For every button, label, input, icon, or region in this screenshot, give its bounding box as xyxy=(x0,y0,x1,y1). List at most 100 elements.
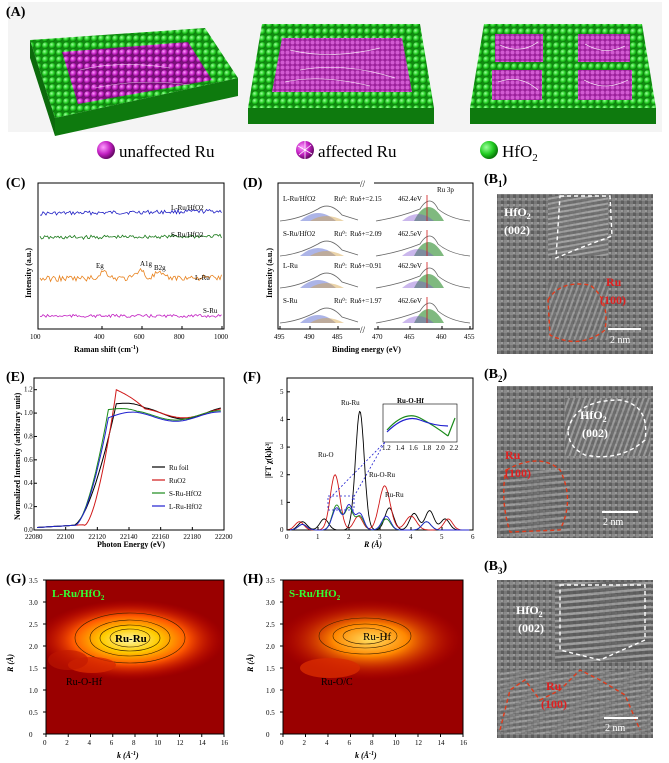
panel-b3-sub: 3 xyxy=(498,566,503,576)
panel-c-frame xyxy=(37,182,225,330)
h-ytick-label: 1.5 xyxy=(266,665,275,673)
raman-tick-label: 600 xyxy=(134,333,145,341)
svg-text:k (Å-1): k (Å-1) xyxy=(355,751,377,760)
xanes-xtick-label: 22160 xyxy=(152,533,170,541)
xanes-series-3 xyxy=(37,411,221,528)
svg-text:(B2): (B2) xyxy=(484,367,508,384)
xps-ru-delta-peak xyxy=(310,216,344,221)
xps-ru3p-peak xyxy=(414,309,444,323)
panel-h-ylabel: R (Å) xyxy=(246,654,255,673)
legend-affected-ru: affected Ru xyxy=(318,142,397,161)
raman-tick-label: 100 xyxy=(30,333,41,341)
ft-inset-tick-label: 2.0 xyxy=(436,444,445,452)
raman-series-label: L-Ru/HfO2 xyxy=(171,204,204,212)
xps-tick-label: 490 xyxy=(304,333,315,341)
tem-b1-ru: Ru xyxy=(606,275,622,289)
xps-tick-label: 470 xyxy=(372,333,383,341)
panel-g-xlabel-sup: -1 xyxy=(131,751,136,757)
h-ytick-label: 1.0 xyxy=(266,687,275,695)
raman-series-3 xyxy=(39,313,222,319)
svg-text:(B3): (B3) xyxy=(484,559,508,576)
panel-c-plot: L-Ru/HfO2 S-Ru/HfO2 L-Ru S-Ru Eg A1g B2g 100 4… xyxy=(24,182,229,354)
xanes-ytick-label: 0.0 xyxy=(24,526,33,534)
panel-e-xlabel: Photon Energy (eV) xyxy=(97,540,165,549)
ft-series-3 xyxy=(287,503,470,531)
panel-g-title-sub: 2 xyxy=(101,594,105,602)
panel-f-frame xyxy=(286,377,474,531)
xps-row-name: L-Ru xyxy=(283,262,298,270)
xps-ev-label: 462.4eV xyxy=(398,195,422,203)
svg-text:S-Ru/HfO2: S-Ru/HfO2 xyxy=(289,588,341,602)
panel-d-label: (D) xyxy=(243,176,263,191)
xanes-ytick-label: 1.2 xyxy=(24,386,33,394)
ft-annotation: Ru-O-Ru xyxy=(369,471,396,479)
xps-ru0-peak xyxy=(300,315,336,323)
g-ytick-label: 2.0 xyxy=(29,643,38,651)
xps-ru3p-peak xyxy=(414,242,444,256)
panel-c-peak-labels: Eg A1g B2g xyxy=(96,260,166,272)
ft-series-0 xyxy=(287,410,470,531)
xps-envelope-right xyxy=(375,267,471,289)
h-xtick-label: 14 xyxy=(438,739,446,747)
xps-satellite-peak xyxy=(402,214,434,221)
raman-tick-label: 400 xyxy=(94,333,105,341)
panel-d-frame xyxy=(277,182,474,330)
panel-e-ylabel: Normalized Intensity (arbitrary unit) xyxy=(13,392,22,520)
xps-satellite-peak xyxy=(402,249,434,256)
tem-b3-scale: 2 nm xyxy=(605,723,626,734)
panel-h-plot: S-Ru/HfO2 Ru-Hf Ru-O/C 0 2 4 6 8 10 12 14 16 00.… xyxy=(246,577,468,760)
raman-tick-label: 800 xyxy=(174,333,185,341)
g-xtick-label: 6 xyxy=(110,739,114,747)
raman-peak-label: B2g xyxy=(154,264,166,272)
panel-g-label-ru-ru: Ru-Ru xyxy=(115,633,147,645)
raman-peak-label: A1g xyxy=(140,260,153,268)
tem-b2-plane1: (002) xyxy=(582,426,608,440)
panel-d-title-right: Ru 3p xyxy=(437,186,454,194)
xps-ev-label: 462.5eV xyxy=(398,230,422,238)
panel-c-ylabel: Intensity (a.u.) xyxy=(24,248,33,298)
h-xtick-label: 8 xyxy=(370,739,374,747)
h-ytick-label: 2.0 xyxy=(266,643,275,651)
xanes-ytick-label: 0.4 xyxy=(24,479,33,487)
raman-series-label: S-Ru xyxy=(203,307,218,315)
panel-b3-label: (B xyxy=(484,559,498,574)
xanes-legend-label: S-Ru-HfO2 xyxy=(169,490,202,498)
tem-b1-hfo2-sub: 2 xyxy=(527,212,531,221)
raman-series-label: L-Ru xyxy=(195,274,210,282)
ft-xtick-label: 5 xyxy=(440,533,444,541)
panel-d-plot: // // L-Ru/HfO2 Ru⁰: Ruδ+=2.15 462.4eVS-Ru/… xyxy=(265,179,475,354)
ft-ytick-label: 4 xyxy=(280,415,284,423)
ft-ytick-label: 3 xyxy=(280,443,284,451)
panel-h-xlabel-sup: -1 xyxy=(369,751,374,757)
h-xtick-label: 6 xyxy=(348,739,352,747)
panel-d-break-gap xyxy=(360,181,374,333)
xps-envelope-right xyxy=(375,302,471,324)
tem-b1-scale: 2 nm xyxy=(610,335,631,346)
xps-ru-delta-peak xyxy=(310,318,344,323)
xanes-ytick-label: 0.2 xyxy=(24,503,33,511)
tem-b2-plane2: (100) xyxy=(505,466,531,480)
h-xtick-label: 0 xyxy=(280,739,284,747)
h-ytick-label: 0.5 xyxy=(266,709,275,717)
panel-h-label-ru-hf: Ru-Hf xyxy=(363,631,391,643)
tem-b1-hfo2: HfO xyxy=(504,205,527,219)
panel-b1-label: (B xyxy=(484,172,498,187)
panel-g-xlabel-end: ) xyxy=(135,751,139,760)
h-ytick-label: 3.5 xyxy=(266,577,275,585)
g-xtick-label: 4 xyxy=(88,739,92,747)
svg-text:L-Ru/HfO2: L-Ru/HfO2 xyxy=(52,588,105,602)
panel-f-label: (F) xyxy=(243,370,261,385)
panel-e-series xyxy=(37,388,221,528)
xps-ratio-label: Ruδ+=2.09 xyxy=(350,230,382,238)
panel-e-yticks: 0.0 0.2 0.4 0.6 0.8 1.0 1.2 xyxy=(24,386,37,534)
panel-c-xlabel-end: ) xyxy=(136,345,139,354)
xanes-xtick-label: 22120 xyxy=(88,533,106,541)
panel-e-legend: Ru foil RuO2 S-Ru-HfO2 L-Ru-HfO2 xyxy=(152,464,203,511)
xps-ru0-label: Ru⁰: xyxy=(334,262,347,270)
xps-envelope-left xyxy=(279,240,359,257)
h-xtick-label: 10 xyxy=(393,739,401,747)
xps-ru0-label: Ru⁰: xyxy=(334,195,347,203)
xps-ru-delta-peak xyxy=(310,251,344,256)
tem-b2-ru: Ru xyxy=(505,448,521,462)
panel-c-series xyxy=(39,208,222,319)
